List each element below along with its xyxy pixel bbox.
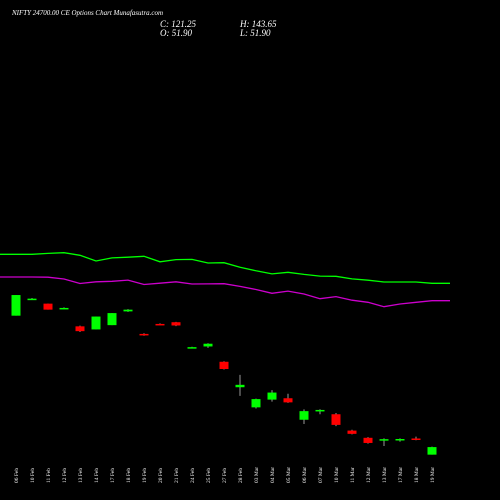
- x-tick-label: 19 Mar: [430, 467, 436, 483]
- x-tick-label: 13 Feb: [78, 468, 84, 483]
- candle-body: [427, 447, 437, 455]
- candle-body: [75, 326, 85, 332]
- candles-group: [11, 295, 437, 455]
- candle-body: [379, 439, 389, 441]
- candle: [235, 374, 245, 396]
- candle: [171, 321, 181, 327]
- candle-body: [363, 437, 373, 443]
- candle: [283, 393, 293, 403]
- candle: [123, 309, 133, 312]
- candle: [59, 307, 69, 310]
- candle-body: [235, 384, 245, 388]
- x-tick-label: 13 Mar: [382, 467, 388, 483]
- candle: [315, 409, 325, 415]
- x-tick-label: 12 Mar: [366, 467, 372, 483]
- x-tick-label: 06 Feb: [14, 468, 20, 483]
- x-tick-label: 05 Mar: [286, 467, 292, 483]
- candle-body: [171, 322, 181, 326]
- candle: [107, 313, 117, 326]
- candle-body: [139, 333, 149, 336]
- candle-body: [395, 439, 405, 441]
- line-series-group: [0, 252, 450, 308]
- candle: [411, 436, 421, 441]
- candle: [43, 303, 53, 310]
- x-tick-label: 17 Feb: [110, 468, 116, 483]
- candle-body: [219, 361, 229, 369]
- x-tick-label: 14 Feb: [94, 468, 100, 483]
- candle: [139, 333, 149, 336]
- candle-body: [203, 343, 213, 347]
- x-tick-label: 25 Feb: [206, 468, 212, 483]
- x-tick-label: 18 Mar: [414, 467, 420, 483]
- x-tick-label: 19 Feb: [142, 468, 148, 483]
- candle: [27, 297, 37, 301]
- candle-body: [299, 411, 309, 420]
- x-tick-label: 17 Mar: [398, 467, 404, 483]
- candle: [395, 438, 405, 442]
- candle-body: [331, 414, 341, 425]
- x-tick-label: 27 Feb: [222, 468, 228, 483]
- candle: [155, 323, 165, 326]
- line-series-1: [0, 252, 450, 284]
- candle-body: [11, 295, 21, 316]
- candle-body: [411, 438, 421, 440]
- high-price-label: H: 143.65: [240, 19, 277, 29]
- candle-body: [27, 298, 37, 301]
- x-tick-label: 20 Feb: [158, 468, 164, 483]
- x-tick-label: 06 Mar: [302, 467, 308, 483]
- candle-body: [283, 398, 293, 403]
- close-price-label: C: 121.25: [160, 19, 196, 29]
- candle: [75, 325, 85, 333]
- x-axis-labels: 06 Feb 10 Feb 11 Feb 12 Feb 13 Feb 14 Feb 17 F…: [14, 467, 436, 483]
- line-series-2: [0, 276, 450, 308]
- candle-body: [347, 430, 357, 434]
- candle: [347, 429, 357, 435]
- candle: [203, 343, 213, 348]
- candle: [267, 390, 277, 402]
- open-price-label: O: 51.90: [160, 28, 192, 38]
- chart-title: NIFTY 24700.00 CE Options Chart Munafasu…: [12, 9, 164, 17]
- x-tick-label: 07 Mar: [318, 467, 324, 483]
- x-tick-label: 04 Mar: [270, 467, 276, 483]
- candle: [299, 409, 309, 425]
- candle: [427, 446, 437, 455]
- candle: [91, 316, 101, 330]
- x-tick-label: 11 Feb: [46, 468, 52, 483]
- candle-body: [123, 309, 133, 312]
- x-tick-label: 12 Feb: [62, 468, 68, 483]
- x-tick-label: 21 Feb: [174, 468, 180, 483]
- candle-body: [59, 307, 69, 310]
- candle: [219, 361, 229, 370]
- candle-body: [91, 316, 101, 330]
- candle: [251, 398, 261, 409]
- x-tick-label: 18 Feb: [126, 468, 132, 483]
- candle-body: [187, 347, 197, 349]
- candle-body: [43, 303, 53, 310]
- candle: [379, 438, 389, 447]
- candle: [363, 437, 373, 444]
- low-price-label: L: 51.90: [240, 28, 271, 38]
- x-tick-label: 11 Mar: [350, 467, 356, 483]
- candle-body: [155, 323, 165, 326]
- x-tick-label: 10 Feb: [30, 468, 36, 483]
- candle-body: [251, 399, 261, 408]
- candle: [331, 413, 341, 427]
- candle-body: [107, 313, 117, 326]
- candle-body: [267, 392, 277, 400]
- candle: [11, 295, 21, 316]
- x-tick-label: 28 Feb: [238, 468, 244, 483]
- x-tick-label: 03 Mar: [254, 467, 260, 483]
- x-tick-label: 24 Feb: [190, 468, 196, 483]
- candle-body: [315, 409, 325, 412]
- x-tick-label: 10 Mar: [334, 467, 340, 483]
- candle: [187, 346, 197, 349]
